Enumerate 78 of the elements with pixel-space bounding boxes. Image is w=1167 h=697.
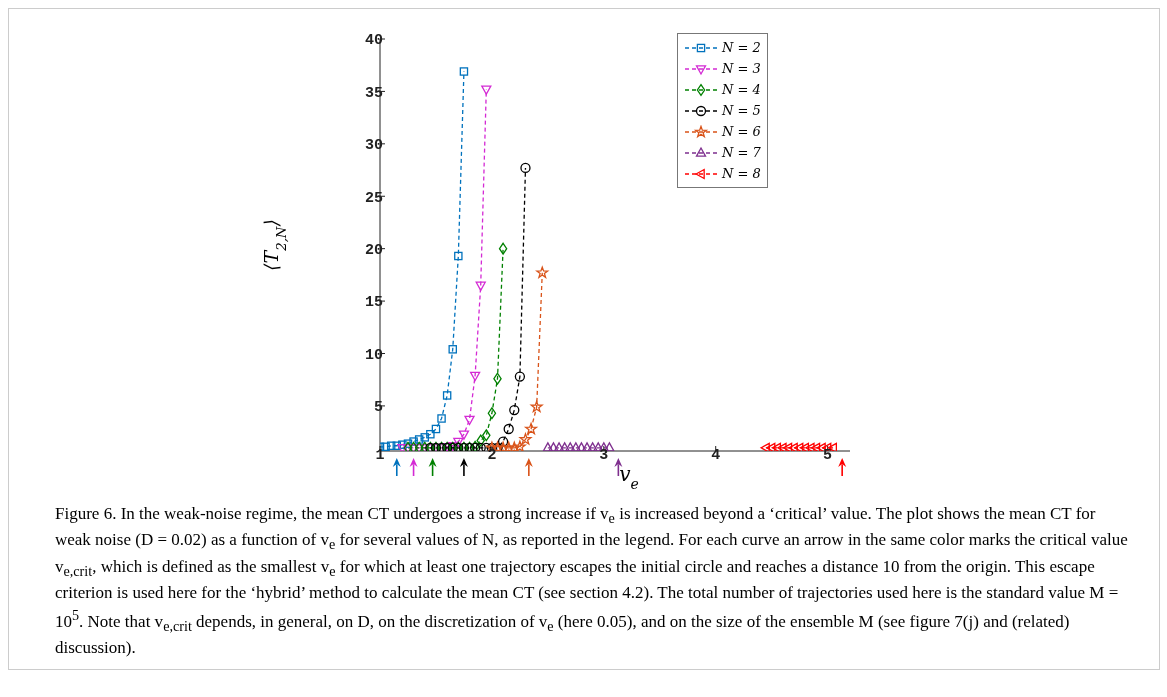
text: Figure 6. In the weak-noise regime, the mean CT undergoes a strong increase if v$_{e}$ is increased beyond a ‘critical’ value. The plot shows the mean CT for weak noise (D = 0.02) as a function of v$_{e}$ for several values of N, as reported in the legend. For each curve an arrow in the same color marks the critical value v$_{e,crit}$, which is defined as the smallest v$_{e}$ for which at least one trajectory escapes the initial circle and reaches a distance 10 from the origin. This escape criterion is used here for the ‘hybrid’ method to calculate the mean CT (see section 4.2). The total number of trajectories used here is the standard value M = 10$^{5}$. Note that v$_{e,crit}$ depends, in general, on D, on the discretization of v$_{e}$ (here 0.05), and on the size of the ensemble M (see figure 7(j) and (related) discussion). xyxy=(55,504,1128,658)
legend-label: N = 5 xyxy=(722,103,761,118)
y-tick-label: 15 xyxy=(364,294,383,312)
point xyxy=(771,442,782,451)
point xyxy=(805,442,815,451)
point xyxy=(481,442,492,451)
point xyxy=(514,371,526,382)
point xyxy=(548,442,559,451)
point xyxy=(497,436,509,447)
point xyxy=(536,266,549,278)
x-tick-label: 5 xyxy=(823,446,833,464)
legend-label: N = 7 xyxy=(722,145,761,160)
legend-label: N = 8 xyxy=(722,166,761,181)
point xyxy=(559,442,570,451)
point xyxy=(530,400,543,413)
point xyxy=(788,442,798,451)
point xyxy=(431,424,441,434)
point xyxy=(519,433,532,445)
point xyxy=(442,391,452,400)
point xyxy=(475,442,486,451)
point xyxy=(502,441,515,451)
legend-label: N = 2 xyxy=(722,40,761,55)
point xyxy=(487,407,497,420)
point xyxy=(459,67,469,76)
point xyxy=(593,442,604,451)
point xyxy=(553,442,565,451)
point xyxy=(458,430,470,440)
point xyxy=(816,442,826,451)
point xyxy=(810,442,821,451)
x-tick-label: 4 xyxy=(711,446,721,464)
point xyxy=(414,435,424,444)
point xyxy=(794,442,804,451)
y-tick-label: 10 xyxy=(364,346,383,364)
y-tick-label: 25 xyxy=(364,189,383,207)
point xyxy=(576,442,587,451)
legend-label: N = 4 xyxy=(722,82,761,97)
point xyxy=(565,442,576,451)
point xyxy=(454,251,463,261)
y-tick-label: 35 xyxy=(364,84,383,102)
point xyxy=(420,433,430,442)
point xyxy=(392,441,402,451)
point xyxy=(525,422,538,435)
legend-label: N = 6 xyxy=(722,124,761,139)
point xyxy=(782,442,793,451)
point xyxy=(475,281,486,291)
y-tick-label: 5 xyxy=(373,399,383,417)
point xyxy=(570,442,581,451)
point xyxy=(426,429,435,439)
point xyxy=(766,442,776,451)
point xyxy=(799,442,810,451)
point xyxy=(498,242,508,255)
point xyxy=(581,442,593,451)
x-tick-label: 1 xyxy=(375,446,385,464)
x-tick-label: 2 xyxy=(487,446,497,464)
point xyxy=(513,440,526,451)
legend-label: N = 3 xyxy=(722,61,761,76)
point xyxy=(520,162,531,174)
y-tick-label: 30 xyxy=(364,137,383,155)
point xyxy=(508,441,521,451)
point xyxy=(509,404,520,416)
point xyxy=(760,442,770,451)
point xyxy=(481,85,492,95)
point xyxy=(437,414,446,423)
point xyxy=(497,441,510,451)
point xyxy=(604,442,615,451)
x-tick-label: 3 xyxy=(599,446,609,464)
point xyxy=(777,442,787,451)
point xyxy=(453,437,464,448)
point xyxy=(542,442,554,451)
point xyxy=(386,441,396,451)
y-tick-label: 40 xyxy=(364,32,383,50)
point xyxy=(448,345,457,354)
point xyxy=(469,371,481,382)
point xyxy=(464,415,475,426)
x-axis-title: v$_{e}$ xyxy=(619,462,639,492)
point xyxy=(587,442,598,451)
y-tick-label: 20 xyxy=(364,241,383,259)
point xyxy=(503,423,514,435)
